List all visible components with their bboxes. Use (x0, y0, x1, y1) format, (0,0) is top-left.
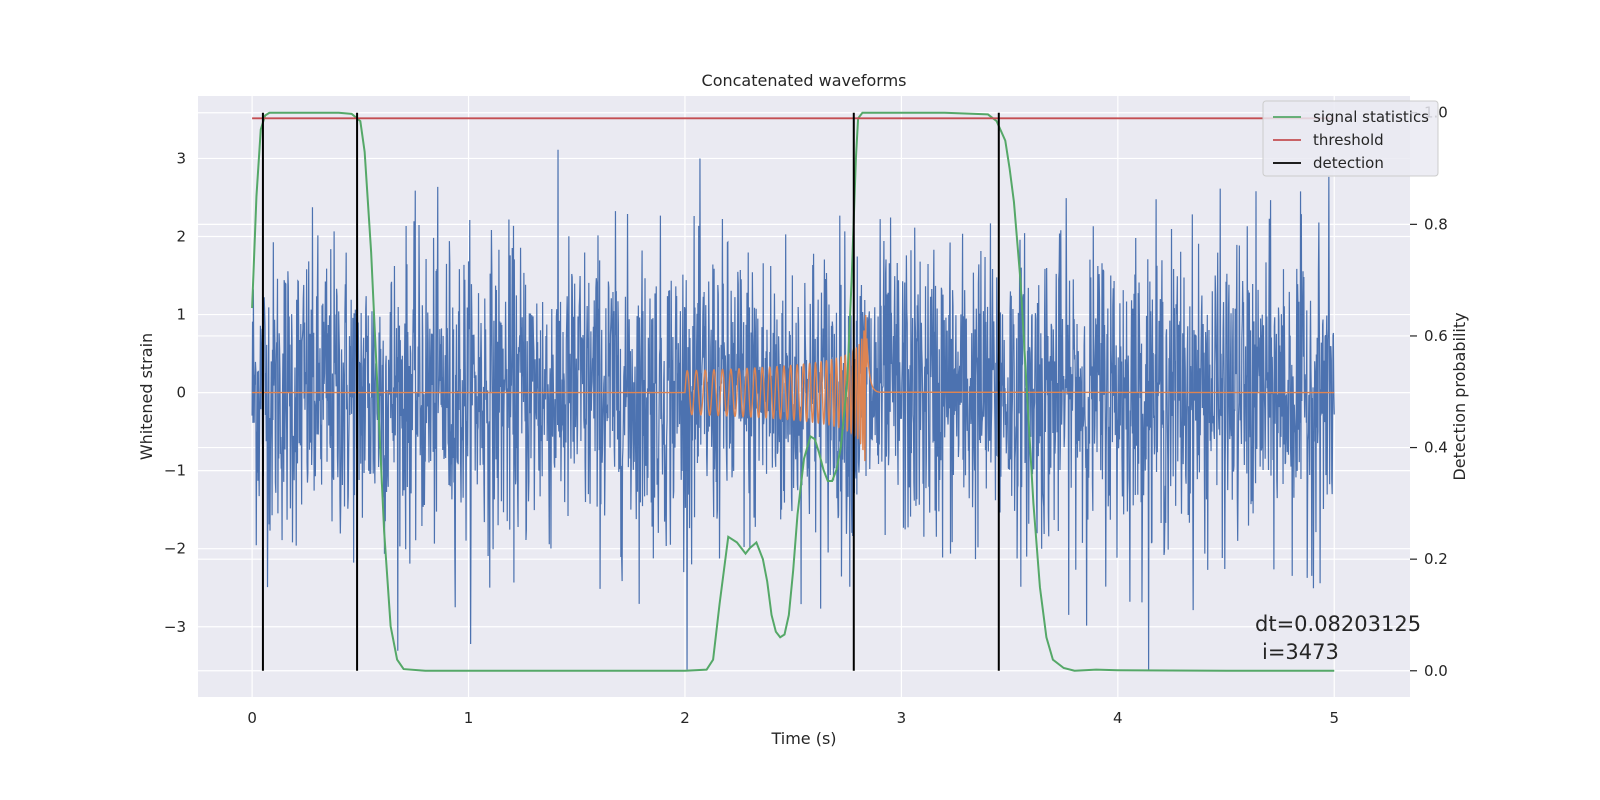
legend-label-detection: detection (1313, 154, 1384, 172)
x-tick-label: 3 (897, 709, 907, 727)
x-tick-label: 5 (1329, 709, 1339, 727)
dt-annotation: dt=0.08203125 (1255, 612, 1421, 636)
index-annotation: i=3473 (1262, 640, 1339, 664)
x-tick-label: 0 (247, 709, 257, 727)
y2-tick-label: 0.4 (1424, 439, 1448, 457)
legend: signal statistics threshold detection (1262, 100, 1439, 177)
y-axis-label: Whitened strain (137, 333, 156, 460)
y-tick-label: 2 (176, 227, 186, 245)
y2-tick-label: 0.6 (1424, 327, 1448, 345)
x-tick-label: 2 (680, 709, 690, 727)
series-layer (251, 111, 1335, 672)
y2-axis-label: Detection probability (1450, 312, 1469, 480)
plot-content (251, 111, 1335, 672)
signal-statistics-line (251, 111, 1335, 672)
legend-label-threshold: threshold (1313, 131, 1384, 149)
x-axis-label: Time (s) (770, 729, 836, 748)
legend-box (1262, 100, 1439, 177)
x-tick-label: 1 (464, 709, 474, 727)
y-tick-label: 3 (176, 149, 186, 167)
y-tick-label: −1 (164, 462, 186, 480)
chart-title: Concatenated waveforms (702, 71, 907, 90)
y-tick-label: −3 (164, 618, 186, 636)
y2-tick-label: 0.0 (1424, 662, 1448, 680)
y-tick-label: −2 (164, 540, 186, 558)
chirp-waveform (252, 314, 1335, 462)
x-tick-label: 4 (1113, 709, 1123, 727)
y-tick-label: 1 (176, 306, 186, 324)
y2-tick-label: 0.8 (1424, 215, 1448, 233)
y-tick-label: 0 (176, 384, 186, 402)
y2-tick-label: 0.2 (1424, 550, 1448, 568)
legend-label-signal-statistics: signal statistics (1313, 108, 1429, 126)
